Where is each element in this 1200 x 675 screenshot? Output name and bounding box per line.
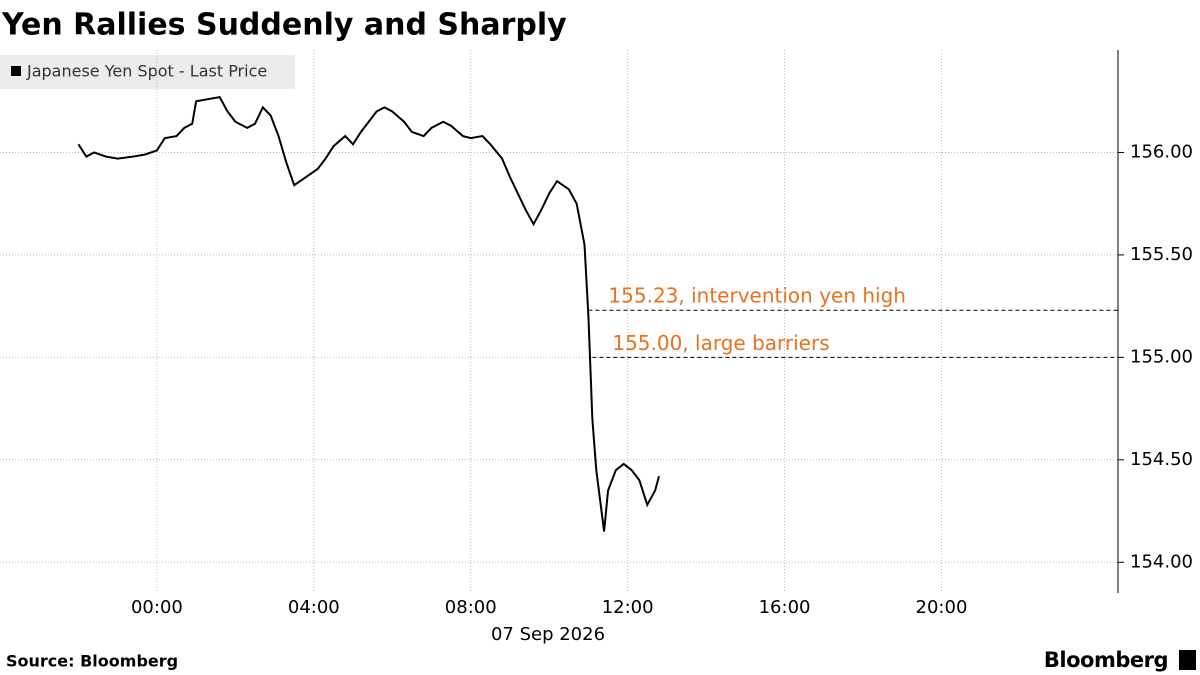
series-line	[77, 96, 660, 532]
x-axis-label: 07 Sep 2026	[491, 624, 605, 645]
annotation-label: 155.00, large barriers	[612, 331, 829, 355]
legend-swatch	[11, 66, 21, 76]
x-tick-label: 08:00	[445, 597, 497, 618]
x-tick-label: 20:00	[916, 597, 968, 618]
x-tick-label: 04:00	[288, 597, 340, 618]
x-tick-label: 16:00	[759, 597, 811, 618]
y-tick-label: 154.50	[1130, 449, 1193, 470]
source: Source: Bloomberg	[6, 652, 178, 671]
y-tick-label: 155.00	[1130, 346, 1193, 367]
y-tick-label: 156.00	[1130, 141, 1193, 162]
legend-label: Japanese Yen Spot - Last Price	[26, 62, 267, 81]
y-tick-label: 154.00	[1130, 551, 1193, 572]
brand: Bloomberg	[1044, 648, 1168, 672]
y-tick-label: 155.50	[1130, 244, 1193, 265]
chart-title: Yen Rallies Suddenly and Sharply	[1, 8, 567, 43]
x-tick-label: 12:00	[602, 597, 654, 618]
annotation-label: 155.23, intervention yen high	[608, 284, 906, 308]
legend-box	[0, 55, 295, 89]
x-tick-label: 00:00	[131, 597, 183, 618]
brand-icon	[1179, 650, 1196, 670]
